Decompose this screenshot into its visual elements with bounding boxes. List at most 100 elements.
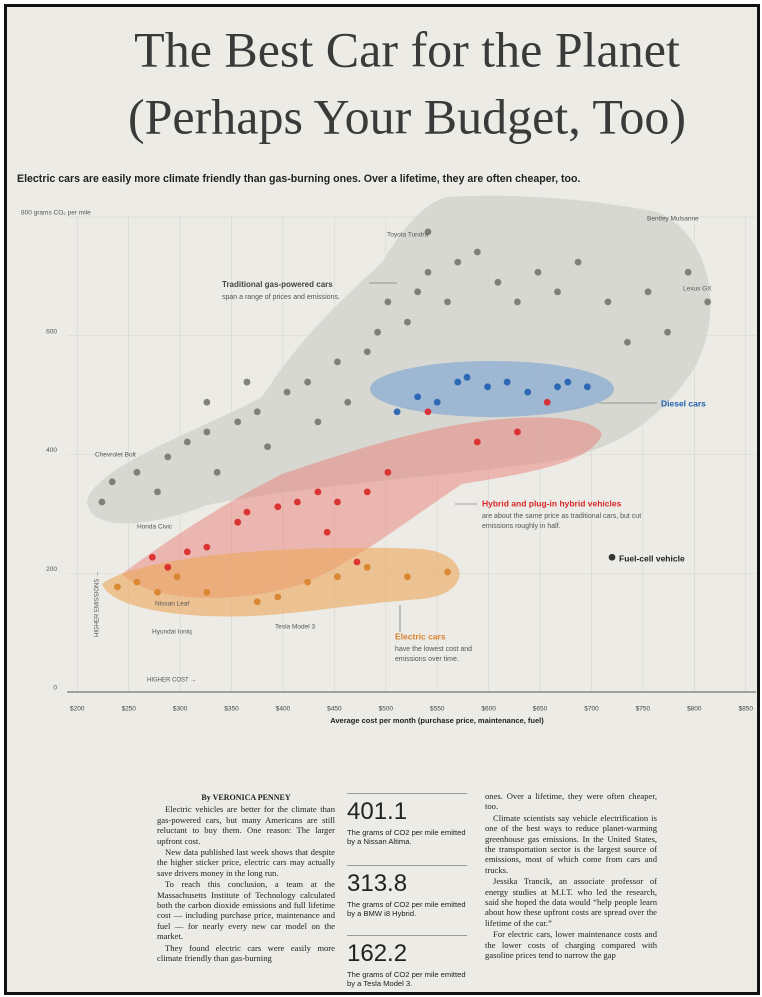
y-tick-label: 800 grams CO₂ per mile — [21, 210, 91, 217]
point — [154, 488, 161, 496]
annotation: Bentley Mulsanne — [647, 216, 699, 223]
point — [133, 468, 141, 476]
annotation: Chevrolet Bolt — [95, 452, 136, 459]
byline: By VERONICA PENNEY — [201, 793, 291, 802]
point — [403, 318, 411, 326]
point — [98, 498, 106, 506]
chart: The Best Car for the Planet (Perhaps You… — [17, 21, 756, 725]
paragraph: New data published last week shows that … — [157, 847, 335, 878]
series-label: Traditional gas-powered cars — [222, 280, 333, 289]
point — [644, 288, 652, 296]
y-tick-label: 600 — [46, 328, 57, 335]
paragraph: They found electric cars were easily mor… — [157, 942, 335, 964]
annotation: Nissan Leaf — [155, 601, 190, 608]
paragraph: Electric vehicles are better for the cli… — [157, 804, 335, 846]
point — [344, 398, 352, 406]
point — [363, 488, 371, 496]
stat: 401.1 The grams of CO2 per mile emitted b… — [347, 793, 467, 846]
paragraph: For electric cars, lower maintenance cos… — [485, 929, 657, 961]
point — [213, 468, 221, 476]
point — [183, 438, 191, 446]
point — [183, 548, 191, 556]
point — [403, 573, 411, 581]
point — [164, 453, 172, 461]
annotation: Lexus GX — [683, 286, 712, 293]
point — [148, 553, 156, 561]
stat-caption: The grams of CO2 per mile emitted by a B… — [347, 900, 466, 918]
x-axis-label: Average cost per month (purchase price, … — [330, 716, 544, 725]
annotation: Tesla Model 3 — [275, 624, 315, 631]
point — [514, 298, 521, 306]
point — [314, 418, 322, 426]
gas-region — [87, 195, 711, 524]
stat-caption: The grams of CO2 per mile emitted by a N… — [347, 828, 466, 846]
y-tick-label: 200 — [46, 566, 57, 573]
point — [274, 593, 282, 601]
point — [608, 553, 616, 561]
points — [98, 228, 712, 606]
article: By VERONICA PENNEY Electric vehicles are… — [7, 787, 757, 992]
stat: 313.8 The grams of CO2 per mile emitted b… — [347, 865, 467, 918]
point — [243, 508, 251, 516]
point — [684, 268, 692, 276]
series-label: Electric cars — [395, 631, 446, 641]
point — [334, 358, 341, 366]
subtitle: Electric cars are easily more climate fr… — [17, 173, 580, 185]
newspaper-page: The Best Car for the Planet (Perhaps You… — [4, 4, 760, 995]
point — [414, 393, 422, 401]
stat-value: 313.8 — [347, 870, 408, 897]
annotation: Toyota Tundra — [387, 232, 429, 239]
point — [243, 378, 251, 386]
point — [293, 498, 301, 506]
point — [454, 258, 462, 266]
point — [463, 373, 471, 381]
point — [203, 398, 211, 406]
point — [503, 378, 511, 386]
point — [173, 573, 181, 581]
x-tick-label: $700 — [584, 706, 599, 713]
point — [384, 468, 392, 476]
point — [704, 298, 712, 306]
point — [454, 378, 462, 386]
point — [514, 428, 521, 436]
point — [424, 408, 432, 416]
x-tick-label: $450 — [327, 706, 342, 713]
point — [484, 383, 491, 391]
x-note: HIGHER COST → — [147, 678, 196, 684]
point — [543, 398, 551, 406]
point — [393, 408, 401, 416]
title-line: (Perhaps Your Budget, Too) — [128, 88, 686, 144]
paragraph: To reach this conclusion, a team at the … — [157, 879, 335, 942]
point — [534, 268, 542, 276]
point — [494, 278, 502, 286]
point — [274, 503, 282, 511]
x-tick-label: $300 — [173, 706, 188, 713]
point — [323, 528, 331, 536]
point — [203, 588, 211, 596]
y-tick-label: 0 — [53, 685, 57, 692]
stat-caption: The grams of CO2 per mile emitted by a T… — [347, 970, 466, 988]
point — [444, 298, 451, 306]
point — [203, 543, 211, 551]
point — [363, 348, 371, 356]
point — [363, 563, 371, 571]
electric-region — [102, 547, 460, 617]
point — [304, 578, 312, 586]
point — [473, 438, 481, 446]
point — [424, 268, 432, 276]
point — [414, 288, 422, 296]
point — [524, 388, 532, 396]
x-tick-label: $400 — [276, 706, 291, 713]
x-tick-label: $500 — [379, 706, 394, 713]
x-tick-label: $550 — [430, 706, 445, 713]
point — [574, 258, 582, 266]
point — [334, 498, 341, 506]
column-left: By VERONICA PENNEY Electric vehicles are… — [157, 793, 335, 965]
point — [253, 408, 261, 416]
point — [164, 563, 172, 571]
point — [154, 588, 161, 596]
column-right: ones. Over a lifetime, they were often c… — [485, 791, 657, 962]
series-description: span a range of prices and emissions. — [222, 294, 340, 301]
paragraph: Jessika Trancik, an associate professor … — [485, 876, 657, 928]
